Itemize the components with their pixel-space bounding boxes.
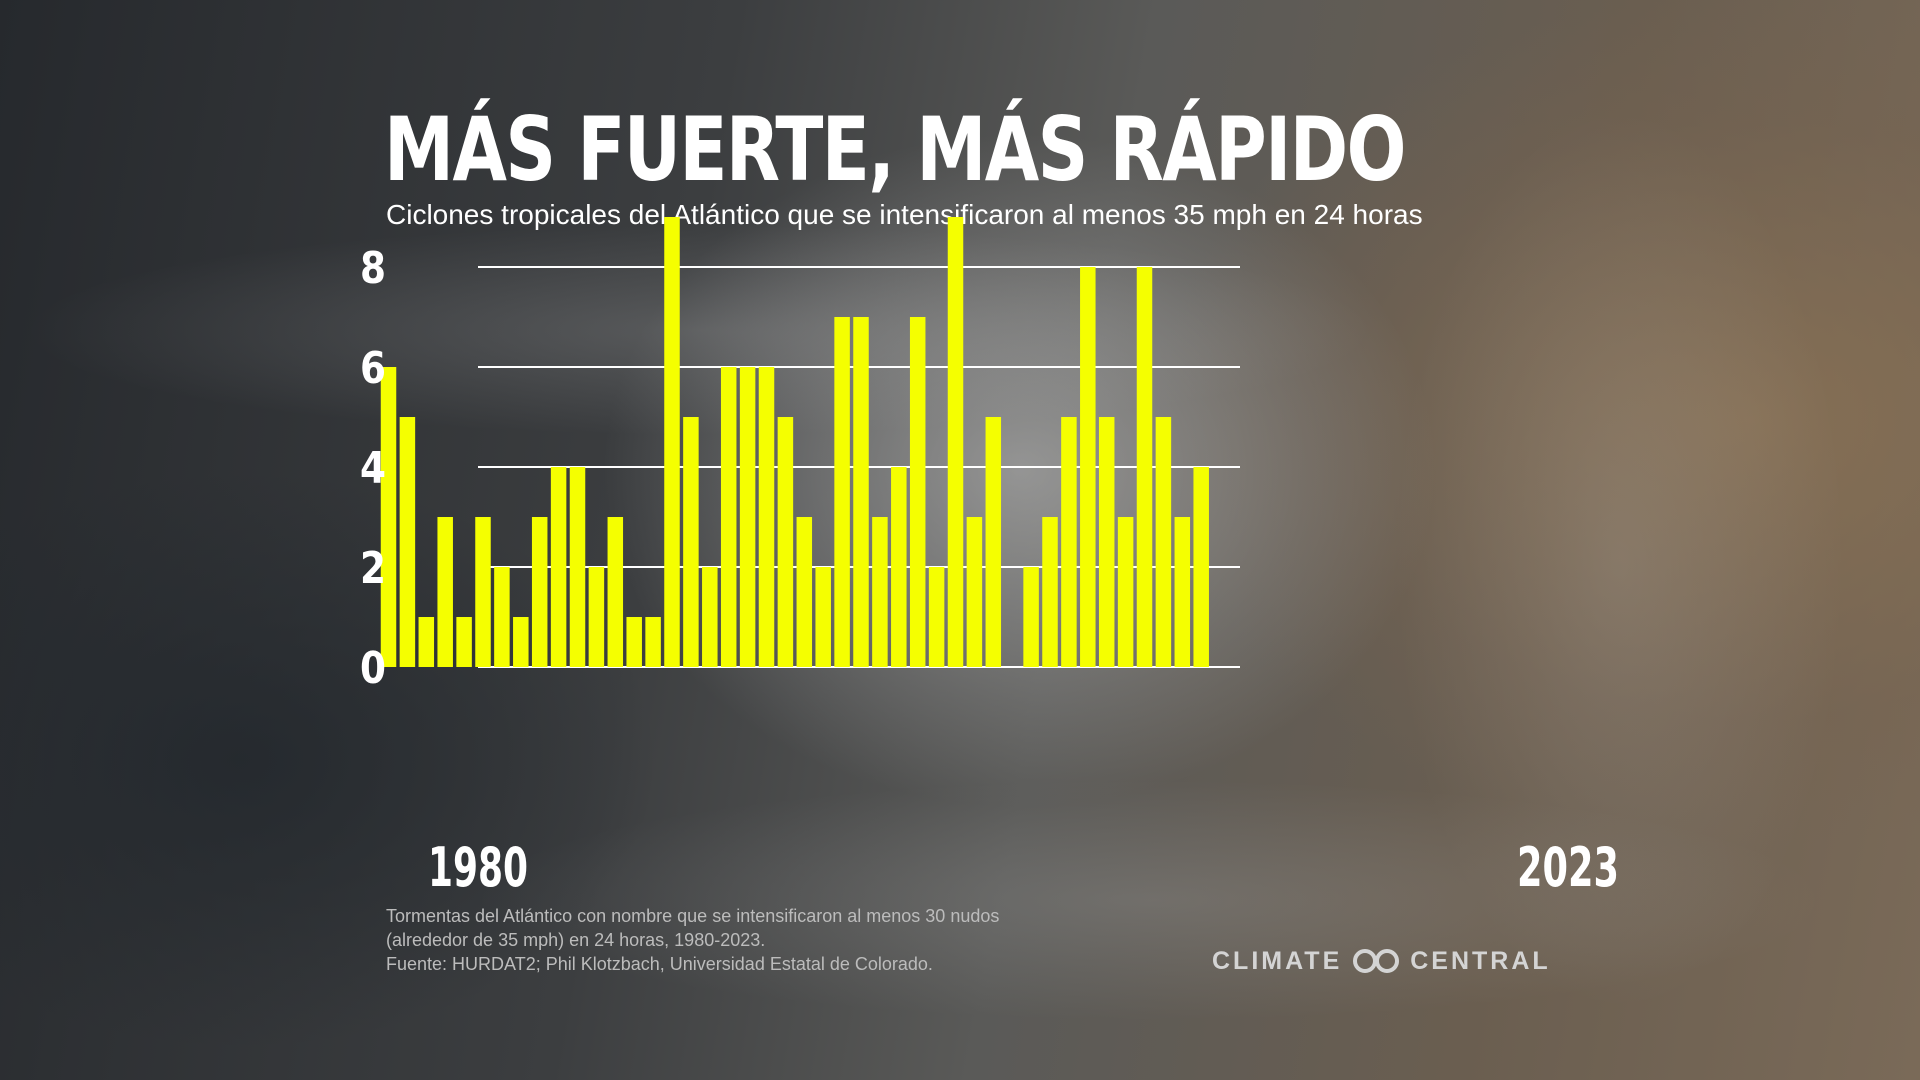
bar-1983 xyxy=(437,517,453,667)
bar-1995 xyxy=(664,217,680,667)
footnote-line-1: Tormentas del Atlántico con nombre que s… xyxy=(386,906,1000,926)
bar-2023 xyxy=(1193,467,1209,667)
bar-2008 xyxy=(909,317,926,667)
bar-1997 xyxy=(702,567,718,667)
bar-2017 xyxy=(1080,267,1096,667)
x-end-label: 2023 xyxy=(1517,836,1619,899)
bar-2022 xyxy=(1174,517,1191,667)
bar-2004 xyxy=(834,317,850,667)
bar-2021 xyxy=(1155,417,1172,667)
bar-2014 xyxy=(1023,567,1039,667)
bar-2012 xyxy=(985,417,1002,667)
y-tick-label: 0 xyxy=(360,643,386,694)
bar-1996 xyxy=(683,417,699,667)
bar-2011 xyxy=(966,517,983,667)
y-tick-label: 2 xyxy=(360,543,386,594)
bars xyxy=(380,217,1209,667)
bar-2018 xyxy=(1098,417,1115,667)
bar-1987 xyxy=(513,617,529,667)
chart-title: MÁS FUERTE, MÁS RÁPIDO xyxy=(384,98,1406,201)
logo-text-climate: CLIMATE xyxy=(1212,946,1343,975)
bar-2016 xyxy=(1061,417,1077,667)
bar-2001 xyxy=(777,417,794,667)
bar-2015 xyxy=(1042,517,1058,667)
climate-central-loop-icon xyxy=(1353,949,1400,973)
y-tick-label: 4 xyxy=(360,443,386,494)
y-axis-ticks: 0 2 4 6 8 xyxy=(360,243,386,694)
bar-1984 xyxy=(456,617,472,667)
footnote-line-2: (alrededor de 35 mph) en 24 horas, 1980-… xyxy=(386,930,766,950)
footnote: Tormentas del Atlántico con nombre que s… xyxy=(386,904,1146,976)
bar-1980 xyxy=(380,367,397,667)
bar-1999 xyxy=(739,367,756,667)
x-axis-labels: 1980 2023 xyxy=(428,836,1619,899)
footnote-source: Fuente: HURDAT2; Phil Klotzbach, Univers… xyxy=(386,954,933,974)
bar-2009 xyxy=(928,567,945,667)
bar-2002 xyxy=(796,517,813,667)
logo-text-central: CENTRAL xyxy=(1410,946,1551,975)
bar-1998 xyxy=(720,367,737,667)
climate-central-logo: CLIMATE CENTRAL xyxy=(1212,946,1551,976)
bar-2005 xyxy=(853,317,869,667)
bar-1988 xyxy=(531,517,548,667)
bar-2020 xyxy=(1136,267,1153,667)
chart-subtitle: Ciclones tropicales del Atlántico que se… xyxy=(386,199,1423,230)
bar-2010 xyxy=(947,217,964,667)
bar-2000 xyxy=(758,367,775,667)
x-start-label: 1980 xyxy=(428,836,528,899)
bar-2007 xyxy=(891,467,907,667)
bar-1993 xyxy=(626,617,642,667)
bar-chart: 0 2 4 6 8 1980 2023 xyxy=(360,217,1619,899)
bar-2006 xyxy=(872,517,888,667)
y-tick-label: 6 xyxy=(360,343,386,394)
bar-1992 xyxy=(607,517,624,667)
y-tick-label: 8 xyxy=(360,243,386,294)
bar-1991 xyxy=(588,567,605,667)
bar-1994 xyxy=(645,617,661,667)
bar-1989 xyxy=(550,467,567,667)
bar-2019 xyxy=(1117,517,1134,667)
bar-1986 xyxy=(494,567,510,667)
bar-1985 xyxy=(475,517,491,667)
bar-2003 xyxy=(815,567,831,667)
bar-1981 xyxy=(399,417,416,667)
bar-1990 xyxy=(569,467,586,667)
bar-1982 xyxy=(418,617,435,667)
